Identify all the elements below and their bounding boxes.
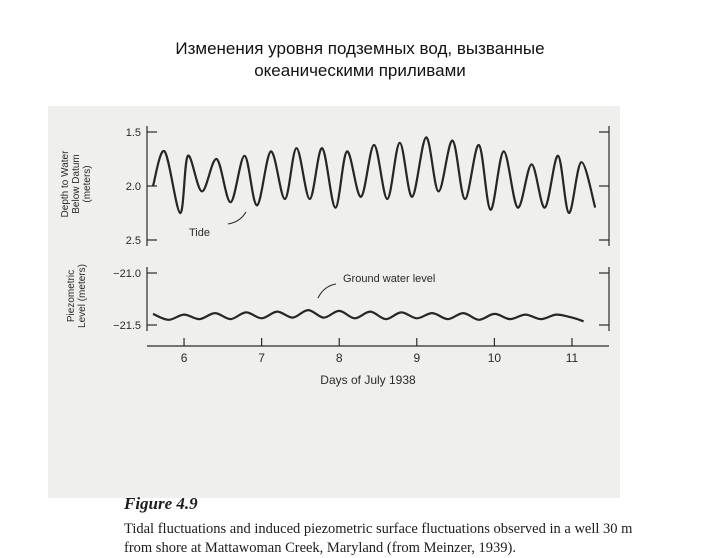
x-tick-label: 8 — [336, 351, 343, 365]
ylabel-line: (meters) — [82, 165, 93, 202]
ylabel-line: Below Datum — [71, 154, 82, 213]
x-tick-label: 11 — [566, 351, 579, 365]
ylabel-line: Level (meters) — [77, 264, 88, 328]
ylabel-line: Depth to Water — [60, 150, 71, 218]
tide-annotation-arrow — [227, 211, 247, 225]
y-tick-label: 2.5 — [126, 235, 141, 247]
tide-groundwater-chart: 1.5 2.0 2.5 Depth to Water Below Datum (meter… — [60, 126, 610, 387]
x-tick-label: 6 — [181, 351, 188, 365]
slide-title-line-2: океаническими приливами — [254, 61, 466, 80]
tide-series-line — [151, 136, 597, 215]
slide-title: Изменения уровня подземных вод, вызванны… — [0, 38, 720, 82]
x-tick-label: 7 — [258, 351, 265, 365]
y-tick-label: 2.0 — [126, 181, 141, 193]
x-tick-label: 10 — [488, 351, 502, 365]
figure-number: Figure 4.9 — [124, 494, 198, 513]
figure-caption-text: Tidal fluctuations and induced piezometr… — [124, 521, 633, 556]
tide-annotation: Tide — [189, 227, 210, 239]
scanned-figure: 1.5 2.0 2.5 Depth to Water Below Datum (meter… — [48, 106, 632, 556]
ylabel-line: Piezometric — [66, 270, 77, 322]
x-axis-label: Days of July 1938 — [320, 373, 416, 387]
y-tick-label: −21.0 — [113, 268, 141, 280]
panel-1-ylabel: Depth to Water Below Datum (meters) — [60, 150, 93, 218]
y-tick-label: 1.5 — [126, 127, 141, 139]
figure-caption: Figure 4.9 Tidal fluctuations and induce… — [124, 494, 654, 558]
ground-water-annotation: Ground water level — [343, 273, 435, 285]
slide-title-line-1: Изменения уровня подземных вод, вызванны… — [175, 39, 545, 58]
y-tick-label: −21.5 — [113, 320, 141, 332]
ground-water-series-line — [152, 309, 584, 323]
x-tick-label: 9 — [413, 351, 420, 365]
ground-water-annotation-arrow — [317, 283, 337, 299]
panel-2-ylabel: Piezometric Level (meters) — [66, 264, 88, 328]
